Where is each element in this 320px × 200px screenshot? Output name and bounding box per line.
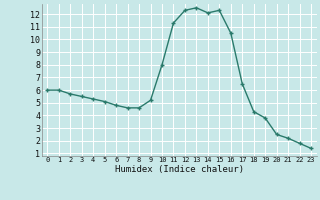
X-axis label: Humidex (Indice chaleur): Humidex (Indice chaleur)	[115, 165, 244, 174]
